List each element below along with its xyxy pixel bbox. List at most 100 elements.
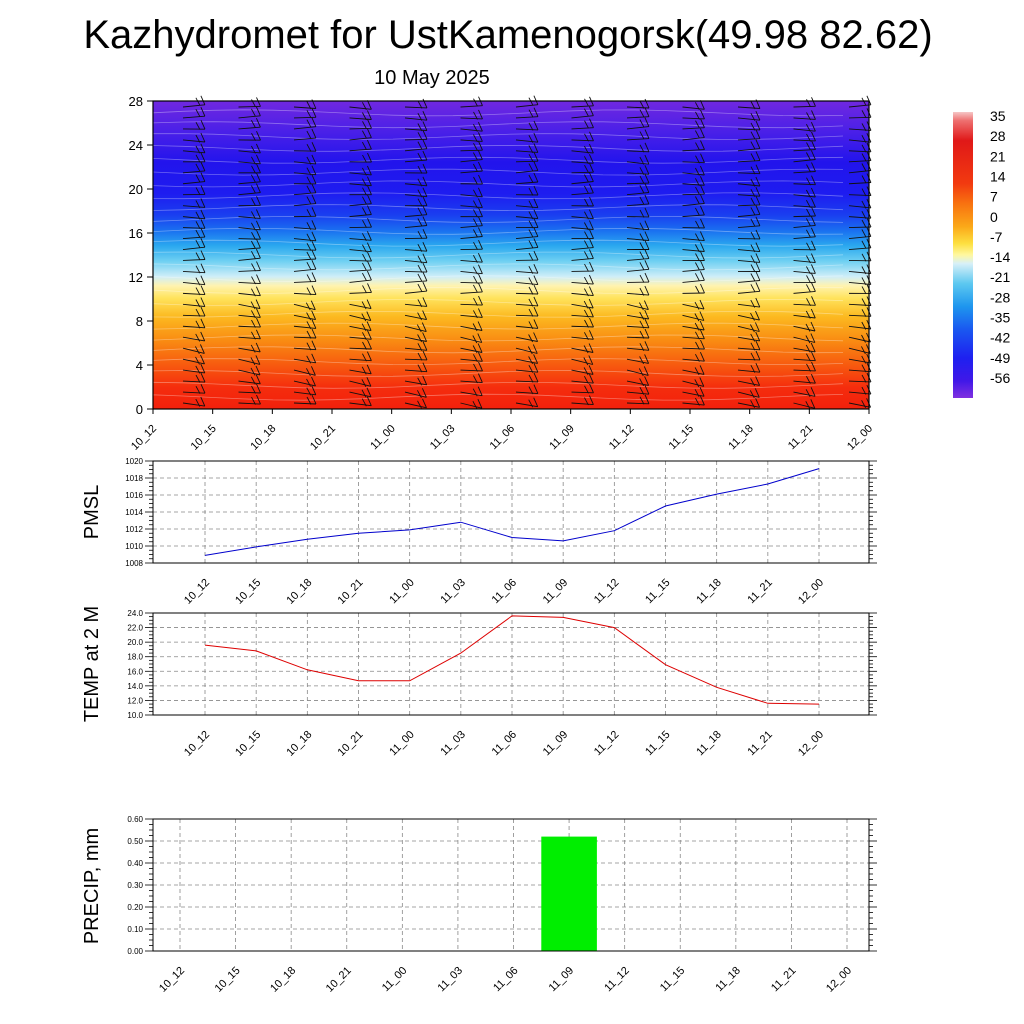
x-tick-label: 11_03 <box>438 729 468 759</box>
x-tick-label: 11_06 <box>490 729 520 759</box>
precip-bar <box>541 836 597 951</box>
series-line <box>204 615 820 705</box>
x-tick-label: 11_09 <box>547 965 577 995</box>
x-tick-label: 11_12 <box>607 423 637 453</box>
x-tick-label: 11_06 <box>490 577 520 607</box>
y-tick-label: 12.0 <box>127 696 143 705</box>
colorbar-label: -21 <box>990 269 1010 285</box>
x-tick-label: 10_12 <box>182 577 212 607</box>
y-tick-label: 16 <box>129 226 143 241</box>
y-tick-label: 1008 <box>125 559 143 568</box>
y-tick-label: 18.0 <box>127 653 143 662</box>
y-tick-label: 1010 <box>125 542 143 551</box>
colorbar-label: 14 <box>990 168 1006 184</box>
x-tick-label: 10_12 <box>129 423 159 453</box>
x-tick-label: 12_00 <box>796 729 826 759</box>
y-tick-label: 0.40 <box>127 859 143 868</box>
x-tick-label: 10_15 <box>213 965 243 995</box>
x-tick-label: 11_18 <box>726 423 756 453</box>
x-tick-label: 10_18 <box>284 577 314 607</box>
x-tick-label: 11_03 <box>435 965 465 995</box>
y-tick-label: 0.00 <box>127 947 143 956</box>
x-tick-label: 11_00 <box>380 965 410 995</box>
x-tick-label: 10_18 <box>248 423 278 453</box>
x-tick-label: 10_15 <box>233 577 263 607</box>
colorbar-label: 21 <box>990 148 1006 164</box>
x-tick-label: 10_18 <box>284 729 314 759</box>
x-tick-label: 10_21 <box>324 965 354 995</box>
y-tick-label: 0 <box>136 402 143 417</box>
x-tick-label: 11_09 <box>547 423 577 453</box>
x-tick-label: 12_00 <box>824 965 854 995</box>
y-tick-label: 0.20 <box>127 903 143 912</box>
x-tick-label: 10_12 <box>157 965 187 995</box>
pmsl-chart: 1008 1010 1012 1014 1016 1018 1020 10_12 10_15 10… <box>81 457 877 607</box>
colorbar-label: -14 <box>990 249 1010 265</box>
x-tick-label: 10_15 <box>189 423 219 453</box>
x-tick-label: 11_06 <box>491 965 521 995</box>
precip-chart: 0.00 0.10 0.20 0.30 0.40 0.50 0.60 10_12 10_15 10… <box>81 815 877 995</box>
y-tick-label: 1018 <box>125 474 143 483</box>
colorbar-label: 28 <box>990 128 1006 144</box>
x-tick-label: 11_00 <box>368 423 398 453</box>
x-tick-label: 11_18 <box>694 729 724 759</box>
colorbar-gradient <box>953 112 973 398</box>
colorbar-label: 7 <box>990 189 998 205</box>
y-tick-label: 1016 <box>125 491 143 500</box>
y-axis-label: TEMP at 2 M <box>81 606 103 722</box>
temperature-cross-section: 0 4 8 12 16 20 24 28 10_12 10_15 10_18 10_21 11_00 11… <box>129 94 876 453</box>
colorbar-label: -7 <box>990 229 1003 245</box>
y-tick-label: 12 <box>129 270 143 285</box>
x-tick-label: 11_06 <box>488 423 518 453</box>
x-tick-label: 11_03 <box>428 423 458 453</box>
y-tick-label: 0.30 <box>127 881 143 890</box>
y-tick-label: 22.0 <box>127 624 143 633</box>
y-tick-label: 16.0 <box>127 667 143 676</box>
y-tick-label: 0.50 <box>127 837 143 846</box>
x-tick-label: 11_21 <box>769 965 799 995</box>
plot-area <box>153 613 869 715</box>
y-tick-label: 24 <box>129 138 143 153</box>
x-tick-label: 12_00 <box>845 423 875 453</box>
y-tick-label: 1012 <box>125 525 143 534</box>
x-tick-label: 11_21 <box>786 423 816 453</box>
x-tick-label: 11_09 <box>541 577 571 607</box>
wind-barbs <box>182 95 872 410</box>
x-tick-label: 10_18 <box>268 965 298 995</box>
x-tick-label: 11_15 <box>643 577 673 607</box>
y-tick-label: 4 <box>136 358 143 373</box>
x-tick-label: 11_09 <box>541 729 571 759</box>
y-tick-label: 1014 <box>125 508 143 517</box>
y-tick-label: 20.0 <box>127 638 143 647</box>
colorbar-label: -49 <box>990 350 1010 366</box>
y-tick-label: 14.0 <box>127 682 143 691</box>
x-tick-label: 11_15 <box>643 729 673 759</box>
temp-2m-chart: 10.0 12.0 14.0 16.0 18.0 20.0 22.0 24.0 10_12 10_… <box>81 606 877 759</box>
colorbar-label: 35 <box>990 108 1006 124</box>
colorbar-label: -35 <box>990 310 1010 326</box>
colorbar-label: -56 <box>990 370 1010 386</box>
x-tick-label: 10_21 <box>336 577 366 607</box>
series-line <box>204 468 820 556</box>
x-tick-label: 11_18 <box>713 965 743 995</box>
heatmap-field <box>153 101 869 409</box>
colorbar-legend: 35 28 21 14 7 0 -7 -14 -21 -28 -35 -42 -49 -56 <box>953 108 1010 398</box>
y-tick-label: 28 <box>129 94 143 109</box>
x-tick-label: 10_15 <box>233 729 263 759</box>
x-tick-label: 11_03 <box>438 577 468 607</box>
x-tick-label: 11_12 <box>592 729 622 759</box>
y-axis-label: PMSL <box>81 485 103 539</box>
x-tick-label: 11_00 <box>387 577 417 607</box>
x-tick-label: 10_12 <box>182 729 212 759</box>
x-tick-label: 11_12 <box>602 965 632 995</box>
x-tick-label: 11_18 <box>694 577 724 607</box>
colorbar-label: -42 <box>990 330 1010 346</box>
colorbar-label: 0 <box>990 209 998 225</box>
x-tick-label: 11_21 <box>745 729 775 759</box>
y-tick-label: 20 <box>129 182 143 197</box>
x-tick-label: 11_00 <box>387 729 417 759</box>
contour-lines <box>152 109 844 401</box>
x-tick-label: 11_15 <box>667 423 697 453</box>
